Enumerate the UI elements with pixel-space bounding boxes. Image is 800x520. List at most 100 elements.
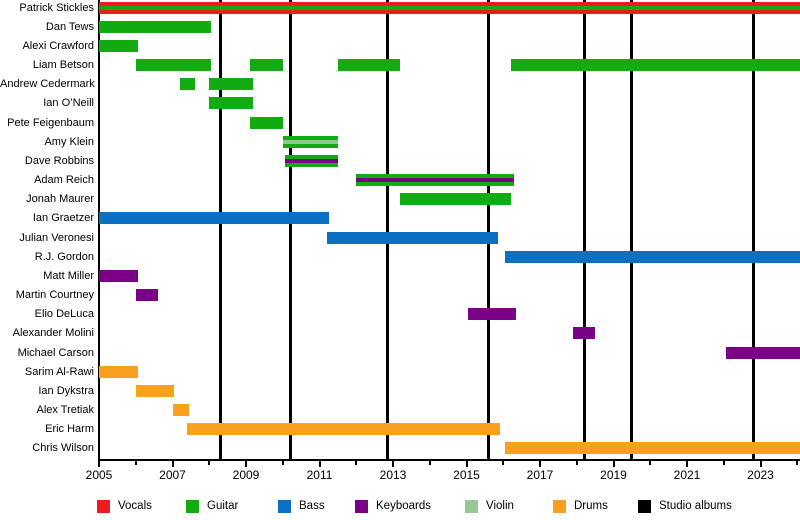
timeline-bar	[209, 78, 254, 91]
member-label: Alexander Molini	[12, 327, 94, 340]
x-axis-minor-tick	[134, 460, 137, 465]
studio-album-line	[630, 0, 634, 460]
bar-band-guitar	[356, 174, 515, 179]
legend-item-violin: Violin	[465, 497, 514, 515]
legend-label: Guitar	[207, 500, 239, 512]
bar-band-guitar	[282, 143, 338, 148]
legend-swatch-icon	[465, 499, 478, 513]
legend-swatch-icon	[553, 499, 566, 513]
member-label: Alexi Crawford	[22, 39, 94, 52]
x-axis-tick-label: 2011	[306, 468, 333, 482]
member-label: Jonah Maurer	[26, 193, 94, 206]
timeline-bar	[99, 269, 138, 282]
timeline-bar	[505, 442, 800, 455]
bar-band-drums	[135, 384, 175, 397]
x-axis-major-tick	[686, 460, 688, 467]
legend-label: Vocals	[118, 500, 152, 512]
timeline-bar	[282, 135, 338, 148]
bar-band-guitar	[337, 59, 401, 71]
member-label: Julian Veronesi	[19, 231, 94, 244]
member-label: Dan Tews	[45, 20, 94, 33]
bar-band-guitar	[284, 154, 338, 159]
member-label: Ian Dykstra	[38, 384, 94, 397]
member-label: Elio DeLuca	[34, 308, 94, 321]
timeline-bar	[400, 193, 511, 206]
bar-band-vocals	[99, 1, 800, 6]
legend-label: Bass	[299, 500, 325, 512]
x-axis-tick-label: 2023	[747, 468, 774, 482]
legend-label: Violin	[486, 500, 514, 512]
x-axis-minor-tick	[355, 460, 358, 465]
bar-band-keyboards	[468, 308, 517, 321]
legend-item-vocals: Vocals	[97, 497, 152, 515]
legend-swatch-icon	[97, 499, 110, 513]
x-axis-major-tick	[612, 460, 615, 467]
x-axis-minor-tick	[722, 460, 725, 465]
bar-band-bass	[99, 212, 329, 225]
legend-swatch-icon	[355, 499, 368, 513]
legend-label: Studio albums	[659, 500, 732, 512]
x-axis-tick-label: 2019	[600, 468, 627, 482]
member-label: Ian O’Neill	[43, 97, 94, 110]
bar-band-keyboards	[135, 289, 158, 302]
studio-album-line	[487, 0, 491, 460]
bar-band-guitar	[284, 162, 338, 167]
bar-band-bass	[326, 231, 498, 244]
x-axis-tick-label: 2021	[673, 468, 701, 482]
legend-item-keyboards: Keyboards	[355, 497, 431, 515]
timeline-bar	[99, 1, 800, 14]
member-label: Michael Carson	[17, 346, 94, 359]
member-label: R.J. Gordon	[34, 250, 94, 263]
bar-band-keyboards	[725, 346, 800, 359]
timeline-bar	[179, 78, 195, 91]
member-label: Matt Miller	[43, 269, 94, 282]
member-label: Liam Betson	[32, 59, 94, 71]
x-axis-line	[98, 459, 800, 461]
timeline-bar	[99, 365, 138, 378]
timeline-bar	[284, 154, 338, 167]
bar-band-guitar	[356, 182, 515, 187]
bar-band-guitar	[249, 59, 283, 71]
x-axis-tick-label: 2009	[232, 468, 260, 482]
timeline-bar	[356, 174, 515, 187]
bar-band-guitar	[209, 97, 254, 110]
legend-item-guitar: Guitar	[186, 497, 238, 515]
bar-band-violin	[282, 139, 338, 144]
x-axis-major-tick	[539, 460, 541, 467]
timeline-bar	[505, 250, 800, 263]
studio-album-line	[582, 0, 586, 460]
timeline-bar	[209, 97, 254, 110]
x-axis-major-tick	[465, 460, 468, 467]
legend: Vocals Guitar Bass Keyboards Violin Drums Stud…	[0, 497, 800, 517]
member-label: Alex Tretiak	[36, 404, 94, 417]
timeline-bar	[135, 384, 175, 397]
x-axis-minor-tick	[796, 460, 799, 465]
timeline-bar	[468, 308, 517, 321]
timeline-bar	[573, 327, 596, 340]
timeline-bar	[337, 59, 401, 71]
bar-band-keyboards	[99, 269, 138, 282]
bar-band-keyboards	[573, 327, 596, 340]
bar-band-guitar	[135, 59, 212, 71]
x-axis-major-tick	[392, 460, 394, 467]
bar-band-drums	[99, 365, 138, 378]
member-label: Eric Harm	[45, 423, 94, 436]
bar-band-keyboards	[356, 178, 515, 183]
timeline-bar	[99, 39, 138, 52]
bar-band-drums	[505, 442, 800, 455]
legend-swatch-icon	[186, 499, 199, 513]
timeline-bar	[725, 346, 800, 359]
timeline-bar	[99, 20, 212, 33]
timeline-bar	[510, 59, 800, 71]
x-axis-tick-label: 2013	[379, 468, 407, 482]
member-label: Andrew Cedermark	[0, 78, 95, 91]
legend-label: Keyboards	[376, 500, 431, 512]
timeline-bar	[172, 404, 190, 417]
x-axis-major-tick	[98, 460, 100, 467]
y-axis-line	[98, 0, 100, 461]
x-axis-tick-label: 2017	[526, 468, 554, 482]
legend-item-studio-albums: Studio albums	[638, 497, 732, 515]
timeline-bar	[249, 59, 283, 71]
bar-band-guitar	[179, 78, 195, 91]
